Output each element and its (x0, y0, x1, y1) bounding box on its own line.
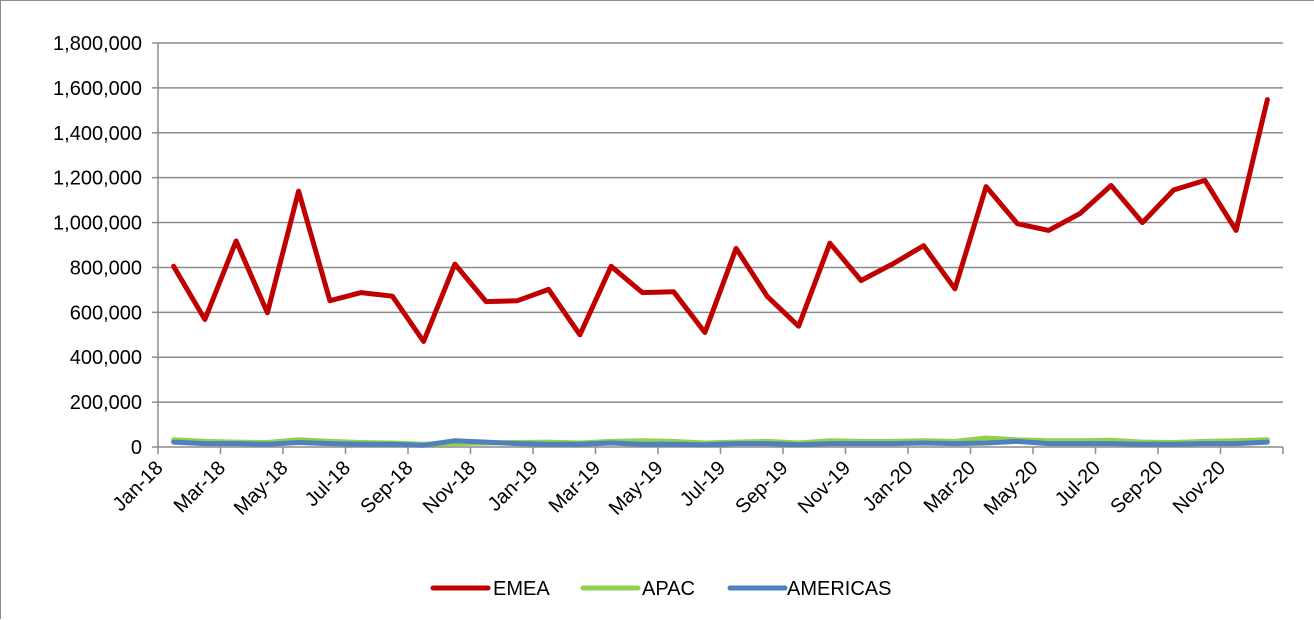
x-tick-label: May-20 (980, 457, 1043, 520)
y-tick-label: 0 (131, 437, 142, 459)
x-tick-label: May-19 (605, 457, 668, 520)
y-tick-label: 600,000 (70, 302, 142, 324)
x-tick-label: Jan-19 (484, 457, 543, 516)
y-tick-label: 1,600,000 (53, 78, 142, 100)
x-tick-label: Sep-19 (731, 457, 792, 518)
legend-label-apac: APAC (642, 578, 695, 600)
x-tick-label: Jul-19 (676, 457, 730, 511)
y-tick-label: 1,400,000 (53, 123, 142, 145)
y-tick-label: 1,200,000 (53, 168, 142, 190)
x-tick-label: May-18 (230, 457, 293, 520)
x-tick-label: Nov-20 (1169, 457, 1230, 518)
x-tick-label: Jul-20 (1051, 457, 1105, 511)
x-tick-label: Mar-18 (170, 457, 230, 517)
y-tick-label: 1,000,000 (53, 213, 142, 235)
series-line-americas (171, 438, 1270, 448)
legend: EMEA APAC AMERICAS (430, 578, 891, 600)
x-axis-tick-labels: Jan-18 Mar-18 May-18 Jul-18 Sep-18 Nov-18 Jan-… (109, 457, 1230, 520)
y-axis-tick-labels: 0 200,000 400,000 600,000 800,000 1,000,000 1,… (53, 33, 142, 459)
y-tick-label: 400,000 (70, 347, 142, 369)
y-tick-label: 1,800,000 (53, 33, 142, 55)
x-tick-label: Jan-18 (109, 457, 168, 516)
x-tick-label: Jul-18 (301, 457, 355, 511)
x-tick-label: Sep-18 (356, 457, 417, 518)
y-tick-label: 200,000 (70, 392, 142, 414)
axes (152, 42, 1284, 454)
x-tick-label: Jan-20 (859, 457, 918, 516)
legend-label-americas: AMERICAS (787, 578, 891, 600)
x-tick-label: Nov-19 (794, 457, 855, 518)
x-tick-label: Mar-20 (920, 457, 980, 517)
gridlines (158, 42, 1283, 403)
y-tick-label: 800,000 (70, 257, 142, 279)
x-tick-label: Nov-18 (419, 457, 480, 518)
series-line-emea (171, 97, 1270, 344)
x-tick-label: Sep-20 (1106, 457, 1167, 518)
legend-label-emea: EMEA (493, 578, 550, 600)
x-tick-label: Mar-19 (545, 457, 605, 517)
series-lines (171, 97, 1270, 448)
